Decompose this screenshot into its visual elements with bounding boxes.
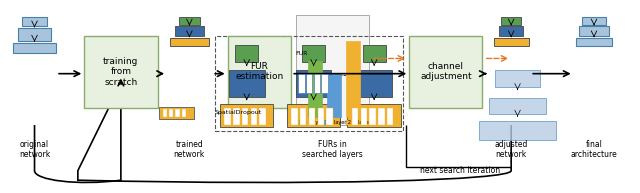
FancyBboxPatch shape xyxy=(22,17,47,26)
FancyBboxPatch shape xyxy=(323,120,329,125)
Text: layer 3: layer 3 xyxy=(358,120,375,125)
FancyBboxPatch shape xyxy=(387,108,394,125)
FancyBboxPatch shape xyxy=(352,108,358,125)
Text: training
from
scratch: training from scratch xyxy=(103,57,138,87)
Text: SpatialDropout: SpatialDropout xyxy=(215,110,262,115)
FancyBboxPatch shape xyxy=(489,98,546,114)
FancyBboxPatch shape xyxy=(220,104,273,127)
FancyBboxPatch shape xyxy=(501,17,522,25)
FancyBboxPatch shape xyxy=(175,26,204,36)
FancyBboxPatch shape xyxy=(300,120,306,125)
Text: channel
adjustment: channel adjustment xyxy=(420,62,472,81)
FancyBboxPatch shape xyxy=(326,74,340,117)
FancyBboxPatch shape xyxy=(306,74,312,93)
FancyBboxPatch shape xyxy=(346,120,353,125)
FancyBboxPatch shape xyxy=(309,108,316,125)
FancyBboxPatch shape xyxy=(287,104,340,127)
FancyBboxPatch shape xyxy=(300,108,307,125)
FancyBboxPatch shape xyxy=(182,109,186,117)
Text: FURs in
searched layers: FURs in searched layers xyxy=(302,140,363,159)
FancyBboxPatch shape xyxy=(169,109,173,117)
FancyBboxPatch shape xyxy=(326,108,333,125)
FancyBboxPatch shape xyxy=(159,107,195,119)
FancyBboxPatch shape xyxy=(369,108,376,125)
FancyBboxPatch shape xyxy=(363,45,386,62)
FancyBboxPatch shape xyxy=(298,74,305,93)
FancyBboxPatch shape xyxy=(291,108,298,125)
FancyBboxPatch shape xyxy=(308,61,321,117)
Text: adjusted
network: adjusted network xyxy=(495,140,528,159)
FancyBboxPatch shape xyxy=(579,26,609,36)
FancyBboxPatch shape xyxy=(493,38,529,46)
FancyBboxPatch shape xyxy=(582,17,606,25)
FancyBboxPatch shape xyxy=(233,108,239,125)
FancyBboxPatch shape xyxy=(360,108,367,125)
FancyBboxPatch shape xyxy=(356,70,392,96)
FancyBboxPatch shape xyxy=(479,121,556,140)
FancyBboxPatch shape xyxy=(228,36,291,108)
FancyBboxPatch shape xyxy=(378,108,385,125)
FancyBboxPatch shape xyxy=(13,43,56,53)
Text: layer 2: layer 2 xyxy=(334,120,351,125)
FancyBboxPatch shape xyxy=(302,45,325,62)
FancyBboxPatch shape xyxy=(236,45,258,62)
FancyBboxPatch shape xyxy=(170,38,209,46)
Text: trained
network: trained network xyxy=(173,140,205,159)
FancyBboxPatch shape xyxy=(577,38,612,46)
FancyBboxPatch shape xyxy=(229,70,264,96)
FancyBboxPatch shape xyxy=(175,109,180,117)
FancyBboxPatch shape xyxy=(495,70,540,87)
FancyBboxPatch shape xyxy=(321,74,328,93)
FancyBboxPatch shape xyxy=(251,108,257,125)
FancyBboxPatch shape xyxy=(179,17,200,25)
FancyBboxPatch shape xyxy=(296,70,332,96)
FancyBboxPatch shape xyxy=(314,74,320,93)
FancyBboxPatch shape xyxy=(225,108,231,125)
Text: next search iteration: next search iteration xyxy=(420,166,500,175)
FancyBboxPatch shape xyxy=(242,108,248,125)
FancyBboxPatch shape xyxy=(346,41,360,117)
FancyBboxPatch shape xyxy=(499,26,524,36)
FancyBboxPatch shape xyxy=(409,36,483,108)
Text: FUR: FUR xyxy=(295,51,307,56)
FancyBboxPatch shape xyxy=(84,36,157,108)
FancyBboxPatch shape xyxy=(296,15,369,125)
FancyBboxPatch shape xyxy=(259,108,266,125)
Text: FUR
estimation: FUR estimation xyxy=(236,62,284,81)
FancyBboxPatch shape xyxy=(18,28,51,41)
FancyBboxPatch shape xyxy=(317,108,324,125)
FancyBboxPatch shape xyxy=(163,109,167,117)
Text: final
architecture: final architecture xyxy=(571,140,618,159)
Text: original
network: original network xyxy=(19,140,50,159)
Text: layer 1: layer 1 xyxy=(311,120,328,125)
FancyBboxPatch shape xyxy=(348,104,401,127)
